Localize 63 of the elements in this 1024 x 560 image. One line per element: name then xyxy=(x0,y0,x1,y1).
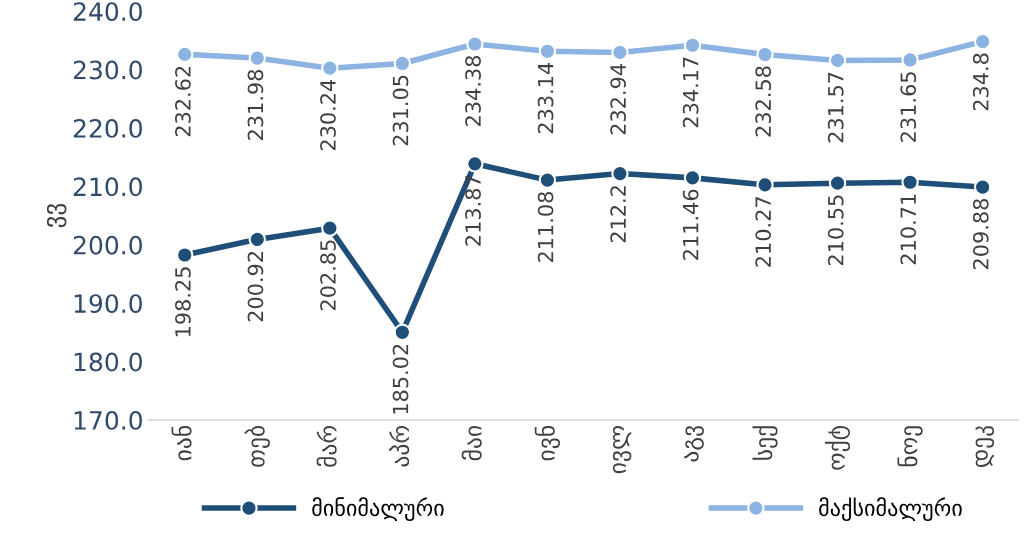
x-tick-label: ნოე xyxy=(897,426,923,467)
y-tick-label: 240.0 xyxy=(73,2,142,22)
point xyxy=(321,59,339,77)
data-label: 232.94 xyxy=(610,64,626,135)
data-label: 234.8 xyxy=(972,53,989,111)
point xyxy=(248,49,266,67)
point xyxy=(176,246,194,264)
data-label: 230.24 xyxy=(320,79,336,151)
data-label: 185.02 xyxy=(392,344,409,414)
x-tick-label: იან xyxy=(171,426,192,461)
data-label: 198.25 xyxy=(175,267,191,337)
data-label: 234.38 xyxy=(465,55,481,126)
point xyxy=(683,169,702,187)
data-label: 232.58 xyxy=(755,66,772,137)
point xyxy=(828,174,847,192)
x-tick-label: ივნ xyxy=(534,426,561,461)
x-tick-label: ოქტ xyxy=(824,425,851,470)
x-tick-label: მარ xyxy=(316,426,337,467)
data-label: 213.87 xyxy=(465,176,481,246)
x-tick-label: თებ xyxy=(244,426,270,467)
data-label: 200.92 xyxy=(247,252,264,322)
y-tick-label: 220.0 xyxy=(73,118,142,138)
point xyxy=(466,155,484,173)
point xyxy=(683,36,702,54)
data-label: 211.08 xyxy=(537,192,554,262)
data-label: 232.62 xyxy=(175,66,191,137)
x-tick-label: მაი xyxy=(461,426,482,461)
y-tick-label: 230.0 xyxy=(73,60,142,80)
data-label: 234.17 xyxy=(682,57,699,128)
y-tick-label: 190.0 xyxy=(74,294,142,314)
data-label: 231.05 xyxy=(392,75,409,146)
data-label: 231.57 xyxy=(827,72,844,143)
x-tick-label: ივლ xyxy=(612,426,632,474)
data-label: 211.46 xyxy=(682,189,699,260)
x-tick-label: დეკ xyxy=(975,426,995,468)
data-label: 210.71 xyxy=(900,194,917,265)
data-label: 202.85 xyxy=(320,240,336,311)
legend-label: მინიმალური xyxy=(312,497,444,522)
point xyxy=(176,45,194,63)
y-tick-label: 170.0 xyxy=(74,410,142,430)
y-axis-title: ვვ xyxy=(46,204,67,228)
data-label: 210.55 xyxy=(827,195,844,266)
data-label: 231.65 xyxy=(900,72,917,142)
y-tick-label: 210.0 xyxy=(73,177,142,197)
data-label: 233.14 xyxy=(537,62,554,134)
data-label: 212.2 xyxy=(610,186,626,243)
x-tick-label: აგვ xyxy=(684,426,704,462)
y-tick-label: 200.0 xyxy=(73,235,142,255)
data-label: 210.27 xyxy=(755,197,772,267)
point xyxy=(538,171,557,189)
point xyxy=(538,42,557,60)
data-label: 209.88 xyxy=(972,199,989,269)
x-tick-label: აპრ xyxy=(389,426,410,467)
x-tick-label: სექ xyxy=(752,426,778,460)
point xyxy=(973,178,992,196)
point xyxy=(756,176,774,194)
legend-label: მაქსიმალური xyxy=(819,497,962,522)
point xyxy=(466,35,484,53)
point xyxy=(901,173,919,191)
data-label: 231.98 xyxy=(247,69,264,140)
point xyxy=(321,219,339,237)
point xyxy=(901,51,919,69)
y-tick-label: 180.0 xyxy=(74,352,142,372)
